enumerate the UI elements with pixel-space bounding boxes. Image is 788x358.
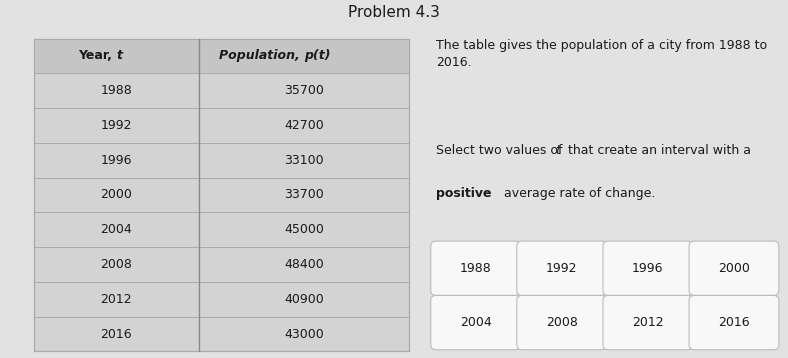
Text: Problem 4.3: Problem 4.3: [348, 5, 440, 20]
Text: Year,: Year,: [78, 49, 117, 62]
Text: 1996: 1996: [632, 262, 663, 275]
Text: The table gives the population of a city from 1988 to
2016.: The table gives the population of a city…: [437, 39, 768, 68]
FancyBboxPatch shape: [431, 241, 521, 295]
Text: 1988: 1988: [100, 84, 132, 97]
Text: 42700: 42700: [284, 119, 324, 132]
FancyBboxPatch shape: [689, 241, 779, 295]
Text: 2004: 2004: [100, 223, 132, 236]
FancyBboxPatch shape: [517, 241, 607, 295]
Text: Select two values of: Select two values of: [437, 144, 567, 157]
Text: Population,: Population,: [219, 49, 304, 62]
FancyBboxPatch shape: [34, 39, 409, 73]
Text: 1992: 1992: [101, 119, 132, 132]
Text: 40900: 40900: [284, 293, 324, 306]
Text: 2016: 2016: [718, 316, 749, 329]
FancyBboxPatch shape: [431, 295, 521, 350]
Text: 2000: 2000: [718, 262, 750, 275]
Text: 45000: 45000: [284, 223, 324, 236]
Text: t: t: [556, 144, 560, 157]
Text: 2000: 2000: [100, 188, 132, 202]
FancyBboxPatch shape: [689, 295, 779, 350]
Text: 35700: 35700: [284, 84, 324, 97]
Text: average rate of change.: average rate of change.: [500, 187, 656, 200]
FancyBboxPatch shape: [603, 295, 693, 350]
FancyBboxPatch shape: [517, 295, 607, 350]
Text: p(t): p(t): [304, 49, 330, 62]
Text: t: t: [117, 49, 122, 62]
Text: 2016: 2016: [100, 328, 132, 340]
Text: 1992: 1992: [546, 262, 578, 275]
Text: 1988: 1988: [459, 262, 492, 275]
Text: 1996: 1996: [101, 154, 132, 167]
Text: 2012: 2012: [100, 293, 132, 306]
Text: 2008: 2008: [100, 258, 132, 271]
FancyBboxPatch shape: [603, 241, 693, 295]
Text: 2012: 2012: [632, 316, 663, 329]
Text: that create an interval with a: that create an interval with a: [564, 144, 752, 157]
Text: 2004: 2004: [459, 316, 492, 329]
Text: 43000: 43000: [284, 328, 324, 340]
Text: positive: positive: [437, 187, 492, 200]
Text: 33700: 33700: [284, 188, 324, 202]
Text: 2008: 2008: [546, 316, 578, 329]
Text: 48400: 48400: [284, 258, 324, 271]
FancyBboxPatch shape: [34, 39, 409, 352]
Text: 33100: 33100: [284, 154, 324, 167]
